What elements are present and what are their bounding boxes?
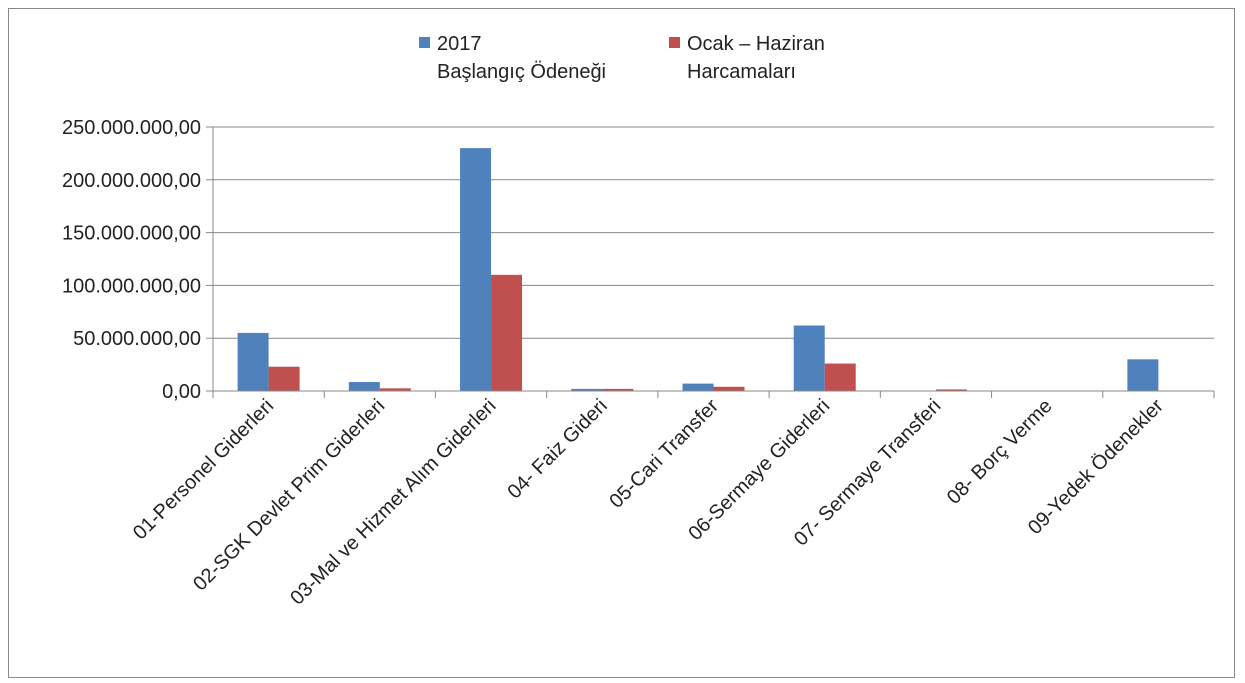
- bar-series-1-cat-1: [237, 332, 269, 391]
- bar-series-2-cat-6: [824, 363, 856, 391]
- legend: 2017 Başlangıç Ödeneği Ocak – Haziran Harca…: [419, 33, 825, 83]
- bar-series-2-cat-5: [713, 386, 745, 391]
- bar-series-2-cat-7: [935, 389, 967, 391]
- y-axis-ticks: 0,00 50.000.000,00 100.000.000,00 150.000.0…: [62, 117, 213, 403]
- y-tick-label: 200.000.000,00: [62, 170, 201, 192]
- legend-label-series-1: 2017: [437, 33, 482, 55]
- x-category-label: 03-Mal ve Hizmet Alım Giderleri: [286, 395, 500, 609]
- y-tick-label: 150.000.000,00: [62, 223, 201, 245]
- legend-label-series-2: Harcamaları: [687, 61, 796, 83]
- x-category-label: 02-SGK Devlet Prim Giderleri: [189, 395, 389, 595]
- legend-label-series-1: Başlangıç Ödeneği: [437, 61, 606, 83]
- bar-series-1-cat-6: [793, 325, 825, 391]
- bar-series-1-cat-9: [1127, 359, 1159, 391]
- axes: [212, 127, 1215, 398]
- bar-series-1-cat-2: [348, 382, 380, 391]
- bar-series-2-cat-1: [268, 366, 300, 391]
- x-category-label: 04- Faiz Gideri: [504, 395, 612, 503]
- y-tick-label: 50.000.000,00: [73, 328, 201, 350]
- bars: [237, 148, 1159, 391]
- bar-series-2-cat-3: [491, 274, 523, 391]
- bar-series-2-cat-2: [379, 388, 411, 391]
- y-tick-label: 250.000.000,00: [62, 117, 201, 139]
- bar-series-1-cat-4: [571, 388, 603, 391]
- bar-chart: 2017 Başlangıç Ödeneği Ocak – Haziran Harca…: [62, 33, 1215, 610]
- x-category-label: 08- Borç Verme: [943, 395, 1057, 509]
- legend-swatch-series-2: [669, 37, 680, 48]
- legend-label-series-2: Ocak – Haziran: [687, 33, 825, 55]
- gridlines: [213, 126, 1214, 392]
- bar-series-1-cat-5: [682, 383, 714, 391]
- x-category-label: 05-Cari Transfer: [605, 395, 723, 513]
- y-tick-label: 100.000.000,00: [62, 275, 201, 297]
- bar-series-1-cat-3: [460, 148, 492, 391]
- bar-series-2-cat-4: [602, 388, 634, 391]
- chart-frame: 2017 Başlangıç Ödeneği Ocak – Haziran Harca…: [8, 8, 1235, 678]
- legend-swatch-series-1: [419, 37, 430, 48]
- y-tick-label: 0,00: [162, 381, 201, 403]
